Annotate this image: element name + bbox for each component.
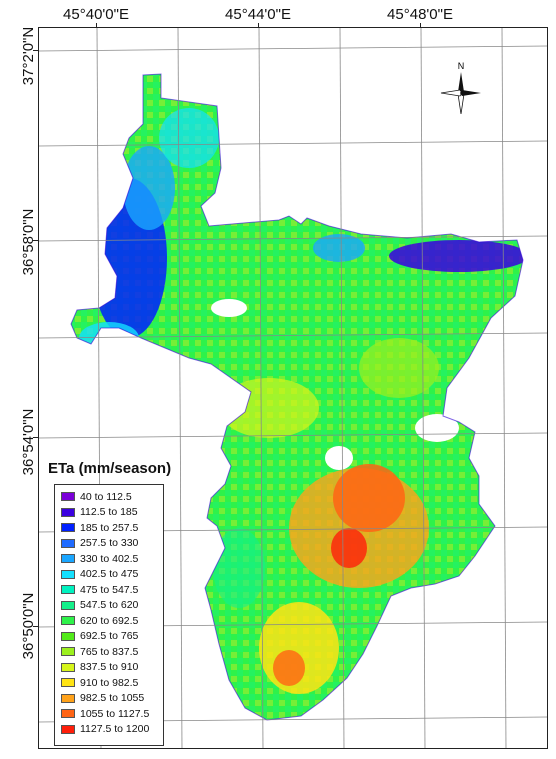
legend-item: 982.5 to 1055 — [61, 691, 163, 707]
legend-swatch — [61, 538, 75, 548]
north-label: N — [458, 61, 465, 71]
legend-swatch — [61, 507, 75, 517]
latitude-tick — [33, 437, 38, 438]
legend: 40 to 112.5 112.5 to 185 185 to 257.5 257.5… — [54, 484, 164, 746]
north-arrow-icon: N — [436, 60, 486, 116]
legend-swatch — [61, 585, 75, 595]
legend-swatch — [61, 616, 75, 626]
latitude-tick — [33, 240, 38, 241]
legend-label: 837.5 to 910 — [80, 661, 139, 674]
legend-item: 1127.5 to 1200 — [61, 722, 163, 738]
longitude-label-3: 45°48'0"E — [387, 6, 453, 23]
latitude-label-1: 37°2'0"N — [20, 26, 37, 86]
legend-label: 692.5 to 765 — [80, 630, 139, 643]
legend-label: 475 to 547.5 — [80, 583, 139, 596]
map-frame — [38, 27, 548, 749]
longitude-tick — [420, 23, 421, 28]
legend-swatch — [61, 709, 75, 719]
longitude-tick — [96, 23, 97, 28]
legend-label: 330 to 402.5 — [80, 552, 139, 565]
legend-item: 112.5 to 185 — [61, 505, 163, 521]
legend-item: 620 to 692.5 — [61, 613, 163, 629]
latitude-tick — [33, 626, 38, 627]
legend-label: 1127.5 to 1200 — [80, 723, 150, 736]
legend-title: ETa (mm/season) — [48, 460, 172, 477]
legend-item: 330 to 402.5 — [61, 551, 163, 567]
legend-item: 547.5 to 620 — [61, 598, 163, 614]
legend-swatch — [61, 523, 75, 533]
legend-label: 112.5 to 185 — [80, 506, 138, 519]
legend-swatch — [61, 631, 75, 641]
legend-item: 402.5 to 475 — [61, 567, 163, 583]
legend-swatch — [61, 554, 75, 564]
legend-label: 620 to 692.5 — [80, 614, 139, 627]
legend-swatch — [61, 647, 75, 657]
legend-item: 40 to 112.5 — [61, 489, 163, 505]
legend-item: 910 to 982.5 — [61, 675, 163, 691]
legend-swatch — [61, 600, 75, 610]
legend-item: 185 to 257.5 — [61, 520, 163, 536]
legend-label: 402.5 to 475 — [80, 568, 139, 581]
legend-item: 765 to 837.5 — [61, 644, 163, 660]
legend-label: 257.5 to 330 — [80, 537, 139, 550]
legend-item: 1055 to 1127.5 — [61, 706, 163, 722]
longitude-tick — [258, 23, 259, 28]
longitude-label-2: 45°44'0"E — [225, 6, 291, 23]
longitude-label-1: 45°40'0"E — [63, 6, 129, 23]
legend-swatch — [61, 662, 75, 672]
legend-swatch — [61, 492, 75, 502]
legend-swatch — [61, 724, 75, 734]
legend-item: 475 to 547.5 — [61, 582, 163, 598]
eta-map — [39, 28, 547, 748]
legend-label: 185 to 257.5 — [80, 521, 139, 534]
legend-item: 692.5 to 765 — [61, 629, 163, 645]
latitude-label-3: 36°54'0"N — [20, 408, 37, 476]
legend-label: 910 to 982.5 — [80, 676, 139, 689]
legend-swatch — [61, 569, 75, 579]
graticule — [39, 28, 547, 748]
legend-label: 765 to 837.5 — [80, 645, 139, 658]
legend-item: 257.5 to 330 — [61, 536, 163, 552]
legend-label: 1055 to 1127.5 — [80, 707, 150, 720]
legend-swatch — [61, 678, 75, 688]
legend-label: 982.5 to 1055 — [80, 692, 145, 705]
legend-label: 40 to 112.5 — [80, 490, 132, 503]
latitude-tick — [33, 50, 38, 51]
legend-item: 837.5 to 910 — [61, 660, 163, 676]
legend-label: 547.5 to 620 — [80, 599, 139, 612]
latitude-label-2: 36°58'0"N — [20, 208, 37, 276]
legend-swatch — [61, 693, 75, 703]
